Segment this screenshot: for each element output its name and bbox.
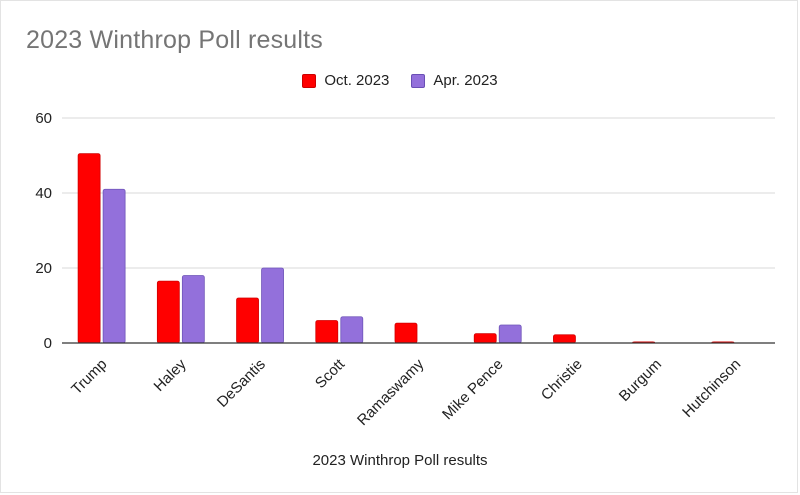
x-tick-label: Ramaswamy [354, 355, 428, 429]
x-tick-label: Mike Pence [439, 356, 506, 423]
bar-apr-trump [102, 188, 126, 344]
x-tick-label: Trump [68, 356, 110, 398]
legend-label-oct-2023: Oct. 2023 [324, 72, 390, 89]
bar-apr-haley [181, 275, 205, 344]
x-tick-label: Haley [151, 355, 190, 394]
legend-item-apr-2023: Apr. 2023 [411, 72, 498, 89]
bar-oct-ramaswamy [394, 322, 418, 344]
bar-oct-scott [315, 320, 339, 344]
y-tick-label: 0 [44, 335, 52, 352]
y-tick-label: 60 [35, 110, 52, 127]
legend-swatch-oct-2023 [302, 73, 317, 88]
bar-oct-christie [553, 334, 576, 344]
x-tick-label: Scott [312, 355, 349, 392]
legend-item-oct-2023: Oct. 2023 [302, 72, 389, 89]
y-tick-label: 20 [35, 260, 52, 277]
legend-label-apr-2023: Apr. 2023 [433, 72, 498, 89]
legend: Oct. 2023 Apr. 2023 [0, 72, 800, 89]
bar-oct-haley [156, 280, 180, 344]
bar-apr-scott [340, 316, 364, 344]
bar-oct-desantis [236, 297, 259, 344]
x-tick-label: Christie [538, 356, 586, 404]
chart-title: 2023 Winthrop Poll results [26, 26, 324, 54]
x-tick-label: DeSantis [214, 356, 269, 411]
bar-apr-desantis [261, 267, 284, 344]
x-axis-title: 2023 Winthrop Poll results [312, 452, 488, 469]
bar-apr-mike-pence [498, 324, 522, 344]
y-tick-label: 40 [35, 185, 52, 202]
x-tick-label: Hutchinson [679, 356, 744, 421]
bar-oct-mike-pence [473, 333, 497, 344]
x-tick-label: Burgum [616, 356, 665, 405]
bar-oct-trump [77, 153, 101, 344]
legend-swatch-apr-2023 [411, 73, 426, 88]
